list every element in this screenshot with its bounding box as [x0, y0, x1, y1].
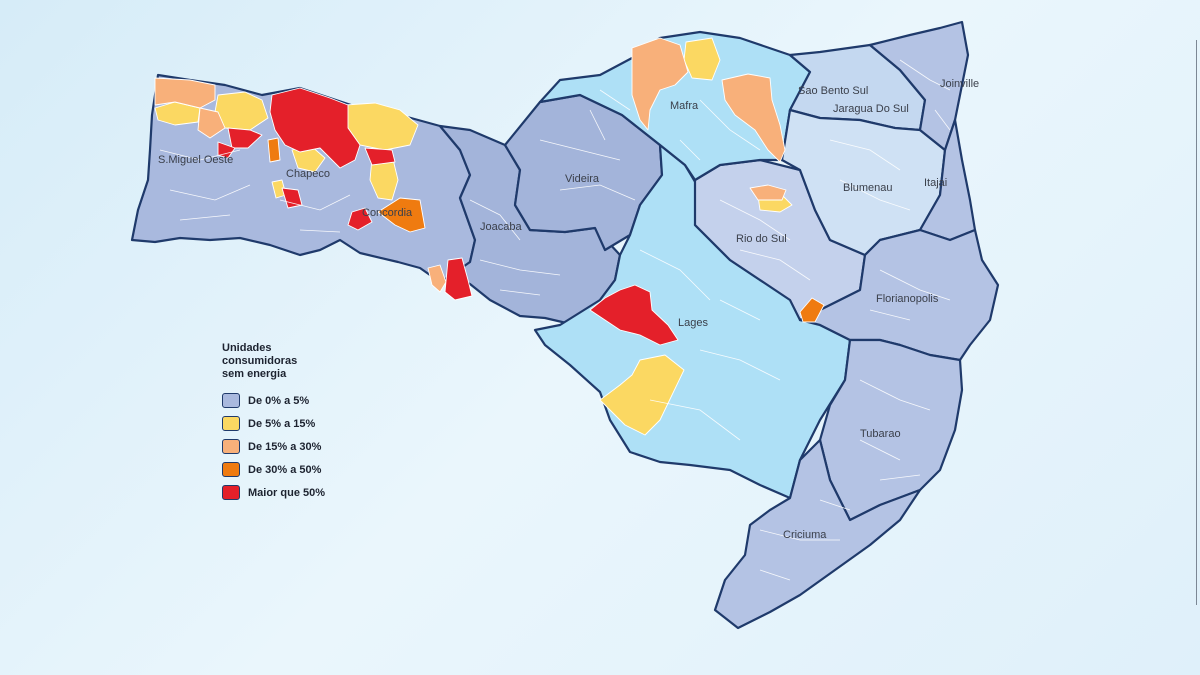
city-label: Sao Bento Sul: [798, 85, 868, 97]
municipalities-15-30: [154, 37, 787, 293]
legend-swatch: [222, 485, 240, 500]
legend-title-line: sem energia: [222, 368, 287, 380]
city-labels: S.Miguel Oeste Chapeco Concordia Joacaba…: [158, 78, 979, 541]
city-label: Lages: [678, 317, 708, 329]
region-joinville: [868, 20, 970, 152]
legend-label: De 15% a 30%: [248, 440, 322, 453]
municipalities-over-50: [217, 87, 679, 346]
legend-swatch: [222, 462, 240, 477]
legend-title-line: consumidoras: [222, 355, 298, 367]
legend-title-line: Unidades: [222, 342, 272, 354]
city-label: Florianopolis: [876, 293, 939, 305]
city-label: S.Miguel Oeste: [158, 154, 233, 166]
city-label: Blumenau: [843, 182, 893, 194]
city-label: Chapeco: [286, 168, 330, 180]
legend-item: De 0% a 5%: [222, 389, 325, 412]
city-label: Mafra: [670, 100, 699, 112]
city-label: Rio do Sul: [736, 233, 787, 245]
city-label: Itajai: [924, 177, 947, 189]
legend-item: Maior que 50%: [222, 481, 325, 504]
city-label: Tubarao: [860, 428, 901, 440]
city-label: Jaragua Do Sul: [833, 103, 909, 115]
region-criciuma: [713, 438, 922, 630]
legend-title: Unidades consumidoras sem energia: [222, 342, 325, 381]
legend-swatch: [222, 416, 240, 431]
municipality-borders: [159, 59, 951, 581]
city-label: Criciuma: [783, 529, 827, 541]
city-label: Joacaba: [480, 221, 522, 233]
legend-swatch: [222, 439, 240, 454]
legend-item: De 15% a 30%: [222, 435, 325, 458]
city-label: Joinville: [940, 78, 979, 90]
legend-swatch: [222, 393, 240, 408]
legend-item: De 30% a 50%: [222, 458, 325, 481]
legend-label: De 5% a 15%: [248, 417, 316, 430]
legend-label: De 30% a 50%: [248, 463, 322, 476]
legend-label: Maior que 50%: [248, 486, 326, 499]
region-tubarao: [818, 338, 964, 522]
map-legend: Unidades consumidoras sem energia De 0% …: [222, 342, 325, 504]
city-label: Videira: [565, 173, 600, 185]
legend-item: De 5% a 15%: [222, 412, 325, 435]
frame-edge: [1196, 40, 1197, 605]
city-label: Concordia: [362, 207, 413, 219]
legend-label: De 0% a 5%: [248, 394, 310, 407]
municipalities-5-15: [154, 37, 793, 436]
municipalities-30-50: [267, 137, 825, 323]
